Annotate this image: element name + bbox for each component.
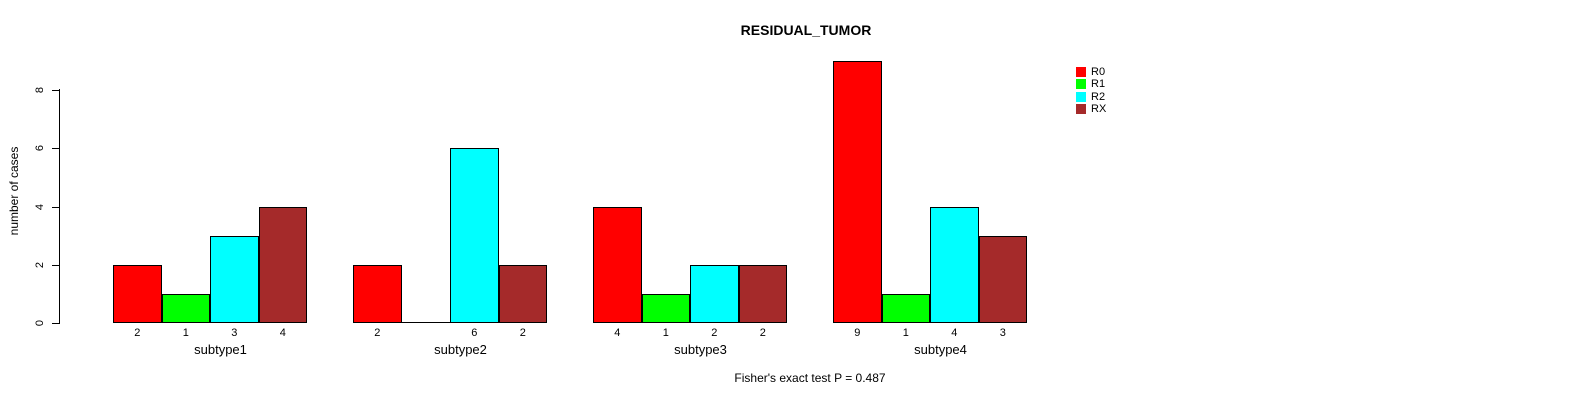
bar: [738, 264, 787, 323]
y-tick-label: 0: [34, 319, 46, 327]
legend-label: RX: [1091, 102, 1107, 115]
legend-swatch-r2: [1076, 91, 1086, 102]
y-tick-label: 4: [34, 203, 46, 210]
bar-value-label: 2: [759, 327, 766, 339]
bar-value-label: 1: [182, 327, 189, 339]
category-label: subtype4: [914, 342, 967, 357]
y-axis-line: [59, 89, 60, 324]
chart-title: RESIDUAL_TUMOR: [740, 22, 872, 38]
bar: [881, 293, 930, 323]
bar: [113, 264, 162, 323]
bar-value-label: 4: [614, 327, 621, 339]
legend-swatch-r1: [1076, 79, 1086, 90]
bar: [161, 293, 210, 323]
bar: [593, 206, 642, 323]
bar-value-label: 2: [519, 327, 526, 339]
bar-value-label: 2: [374, 327, 381, 339]
caption: Fisher's exact test P = 0.487: [734, 371, 886, 385]
bar-value-label: 1: [662, 327, 669, 339]
bar: [450, 148, 499, 323]
bar-value-label: 3: [999, 327, 1006, 339]
bar-value-label: 2: [134, 327, 141, 339]
y-tick-label: 8: [34, 86, 46, 94]
bar: [930, 206, 979, 323]
bar-value-label: 3: [231, 327, 238, 339]
bar: [210, 235, 259, 323]
y-tick: [52, 148, 59, 150]
zero-bar-line: [401, 322, 450, 323]
bar: [353, 264, 402, 323]
y-axis-label: number of cases: [7, 146, 21, 236]
bar: [978, 235, 1027, 323]
y-tick-label: 6: [34, 145, 46, 152]
bar: [833, 60, 882, 323]
y-tick: [52, 206, 59, 208]
y-tick: [52, 264, 59, 266]
bar: [641, 293, 690, 323]
legend-label: R2: [1091, 90, 1106, 103]
legend-swatch-rx: [1076, 103, 1086, 114]
bar: [258, 206, 307, 323]
bar-value-label: 1: [902, 327, 909, 339]
bar-value-label: 2: [711, 327, 718, 339]
bar: [690, 264, 739, 323]
bar: [498, 264, 547, 323]
bar-value-label: 9: [854, 327, 861, 339]
legend-label: R0: [1091, 66, 1106, 78]
bar-value-label: 6: [471, 327, 478, 339]
y-tick: [52, 90, 59, 91]
y-tick: [52, 323, 59, 324]
category-label: subtype3: [674, 342, 727, 357]
bar-value-label: 4: [951, 327, 958, 339]
legend-label: R1: [1091, 78, 1106, 91]
y-tick-label: 2: [34, 261, 46, 268]
category-label: subtype2: [434, 342, 487, 357]
category-label: subtype1: [194, 342, 247, 357]
legend-swatch-r0: [1076, 67, 1086, 77]
bar-value-label: 4: [279, 327, 286, 339]
